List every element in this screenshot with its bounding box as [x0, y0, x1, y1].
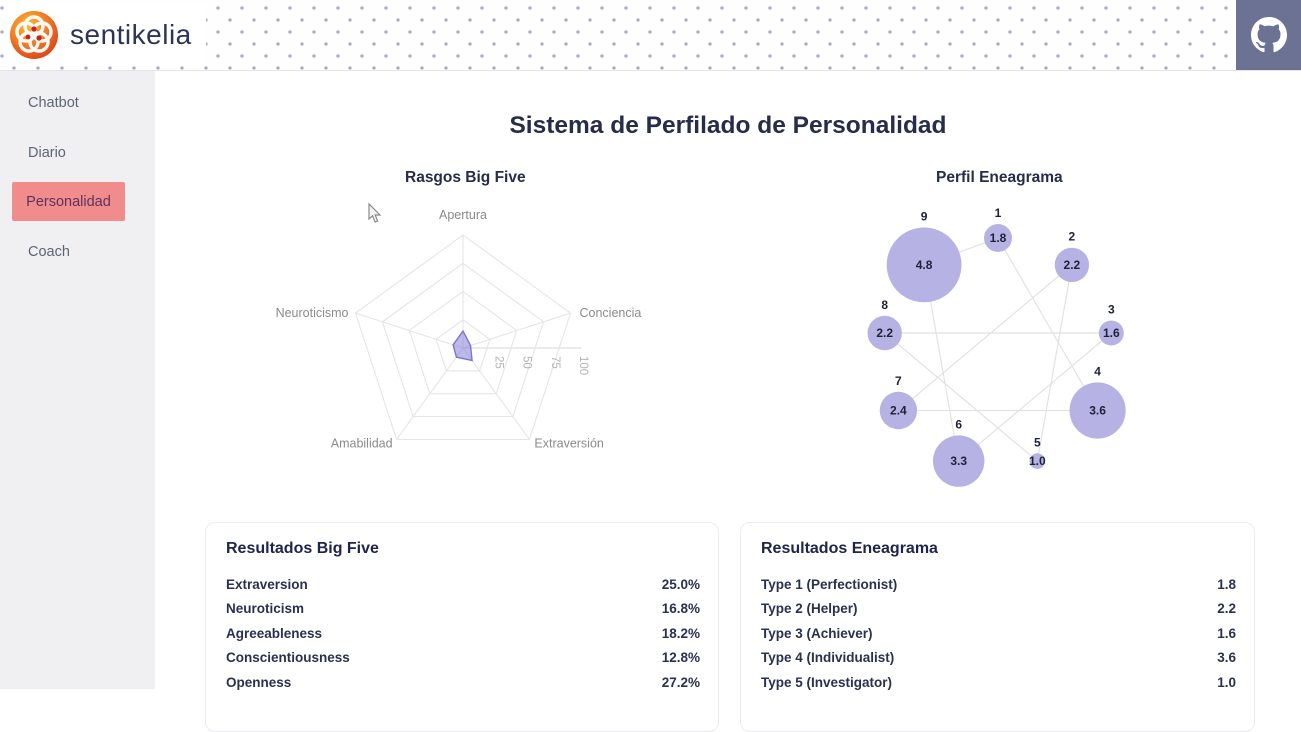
svg-text:Neuroticismo: Neuroticismo [276, 306, 349, 320]
big-five-results-card: Resultados Big Five Extraversion 25.0% Neu… [205, 522, 719, 732]
table-row: Conscientiousness 12.8% [226, 646, 700, 671]
sentikelia-logo-icon [8, 9, 60, 61]
table-row: Extraversion 25.0% [226, 572, 700, 597]
big-five-radar-chart: 25 50 75 100 Apertura Conciencia Extraversión A… [276, 208, 642, 450]
big-five-results-list: Extraversion 25.0% Neuroticism 16.8% Agreeab… [226, 572, 700, 695]
row-value: 1.0 [1217, 674, 1236, 690]
enneagram-node [1098, 320, 1124, 346]
row-value: 1.8 [1217, 576, 1236, 592]
github-icon [1250, 17, 1287, 53]
svg-text:3.3: 3.3 [950, 454, 967, 468]
svg-text:Conciencia: Conciencia [580, 306, 642, 320]
app-header: sentikelia [0, 0, 1301, 71]
radar-data-polygon [452, 329, 473, 362]
enneagram-node [1029, 453, 1046, 469]
mouse-cursor [367, 202, 383, 230]
row-label: Neuroticism [226, 601, 305, 617]
row-label: Type 3 (Achiever) [761, 625, 873, 641]
brand: sentikelia [8, 4, 206, 66]
svg-text:75: 75 [549, 356, 561, 369]
row-label: Conscientiousness [226, 650, 350, 666]
enneagram-results-title: Resultados Eneagrama [761, 540, 938, 557]
enneagram-node [1054, 247, 1090, 283]
svg-text:2.2: 2.2 [876, 326, 893, 340]
row-value: 27.2% [661, 674, 700, 690]
enneagram-node [879, 391, 918, 430]
page-title: Sistema de Perfilado de Personalidad [509, 112, 947, 139]
table-row: Type 4 (Individualist) 3.6 [761, 646, 1236, 671]
table-row: Type 3 (Achiever) 1.6 [761, 621, 1236, 646]
row-value: 18.2% [661, 625, 700, 641]
enneagram-results-card: Resultados Eneagrama Type 1 (Perfectioni… [740, 522, 1255, 732]
enneagram-node [933, 435, 985, 487]
svg-text:7: 7 [895, 374, 902, 388]
big-five-results-title: Resultados Big Five [226, 540, 379, 557]
brand-name: sentikelia [70, 19, 192, 50]
svg-text:Amabilidad: Amabilidad [331, 436, 393, 450]
row-value: 16.8% [661, 601, 700, 617]
row-label: Type 1 (Perfectionist) [761, 576, 898, 592]
sidebar-item-chatbot[interactable]: Chatbot [28, 95, 79, 111]
svg-text:8: 8 [881, 298, 888, 312]
row-label: Type 5 (Investigator) [761, 674, 893, 690]
row-label: Type 2 (Helper) [761, 601, 858, 617]
row-value: 25.0% [661, 576, 700, 592]
row-value: 1.6 [1217, 625, 1236, 641]
svg-text:2.2: 2.2 [1064, 258, 1081, 272]
svg-text:2.4: 2.4 [890, 404, 907, 418]
svg-text:4: 4 [1094, 364, 1101, 378]
enneagram-bubble-chart: 1.8 1 2.2 2 1.6 3 3.6 4 1.0 5 3.3 6 2.4 7 2.2 8 4.8 9 [867, 206, 1126, 487]
row-label: Openness [226, 674, 292, 690]
svg-text:Extraversión: Extraversión [534, 436, 604, 450]
svg-text:1.8: 1.8 [990, 231, 1007, 245]
svg-text:1: 1 [995, 206, 1002, 220]
table-row: Openness 27.2% [226, 670, 700, 695]
row-label: Agreeableness [226, 625, 323, 641]
row-value: 12.8% [661, 650, 700, 666]
svg-text:9: 9 [921, 210, 928, 224]
row-label: Type 4 (Individualist) [761, 650, 895, 666]
svg-text:2: 2 [1069, 230, 1076, 244]
svg-text:1.0: 1.0 [1029, 454, 1046, 468]
svg-text:4.8: 4.8 [916, 258, 933, 272]
svg-text:3.6: 3.6 [1089, 404, 1106, 418]
enneagram-node [1069, 382, 1126, 439]
svg-text:25: 25 [492, 356, 504, 369]
enneagram-node [984, 224, 1012, 252]
table-row: Type 1 (Perfectionist) 1.8 [761, 572, 1236, 597]
enneagram-node [886, 227, 962, 303]
row-value: 3.6 [1217, 650, 1236, 666]
row-value: 2.2 [1217, 601, 1236, 617]
table-row: Agreeableness 18.2% [226, 621, 700, 646]
sidebar-item-personalidad[interactable]: Personalidad [12, 182, 125, 221]
svg-text:1.6: 1.6 [1103, 326, 1120, 340]
svg-text:100: 100 [577, 356, 589, 375]
table-row: Neuroticism 16.8% [226, 597, 700, 622]
sidebar: Chatbot Diario Personalidad Coach [0, 70, 155, 689]
sidebar-item-coach[interactable]: Coach [28, 244, 70, 260]
sidebar-item-diario[interactable]: Diario [28, 145, 66, 161]
enneagram-results-list: Type 1 (Perfectionist) 1.8 Type 2 (Helper)… [761, 572, 1236, 695]
enneagram-chart-title: Perfil Eneagrama [936, 169, 1063, 186]
table-row: Type 2 (Helper) 2.2 [761, 597, 1236, 622]
radar-chart-title: Rasgos Big Five [405, 169, 526, 186]
table-row: Type 5 (Investigator) 1.0 [761, 670, 1236, 695]
svg-text:Apertura: Apertura [439, 208, 487, 222]
svg-text:50: 50 [521, 356, 533, 369]
svg-text:3: 3 [1108, 303, 1115, 317]
row-label: Extraversion [226, 576, 308, 592]
svg-text:5: 5 [1034, 435, 1041, 449]
svg-text:6: 6 [955, 417, 962, 431]
github-link[interactable] [1236, 0, 1301, 70]
enneagram-node [867, 315, 902, 351]
